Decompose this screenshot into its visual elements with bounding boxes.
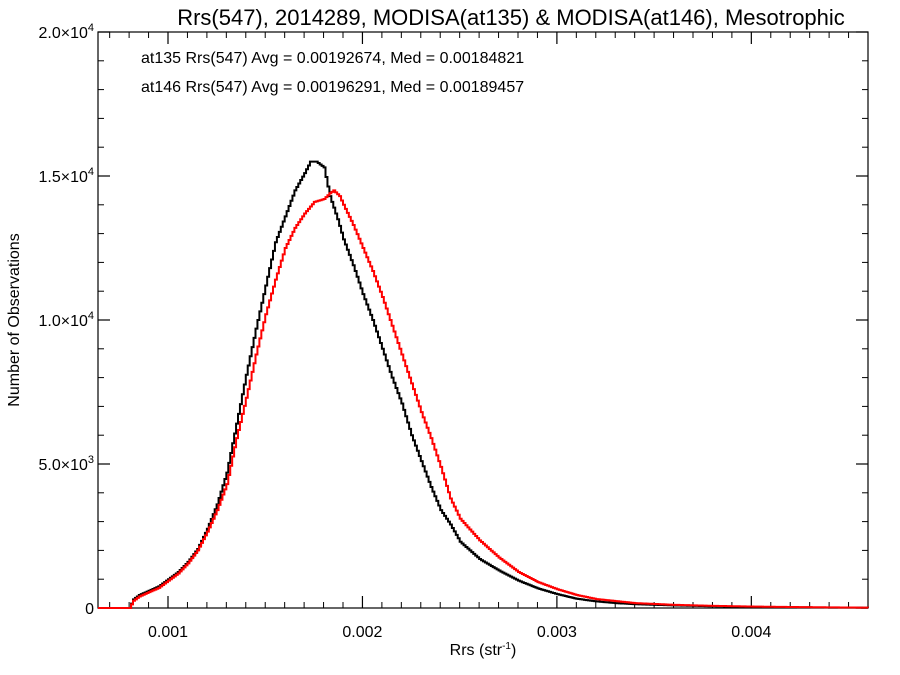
y-tick-label: 2.0×104 bbox=[38, 22, 94, 42]
x-tick-label: 0.003 bbox=[537, 624, 577, 641]
x-tick-label: 0.004 bbox=[731, 624, 771, 641]
y-tick-label: 1.0×104 bbox=[38, 310, 94, 330]
series-at135-line bbox=[98, 160, 869, 609]
y-tick-label: 0 bbox=[85, 601, 94, 618]
y-tick-mantissa: 0 bbox=[85, 601, 94, 618]
annotation-at135: at135 Rrs(547) Avg = 0.00192674, Med = 0… bbox=[141, 50, 524, 67]
x-axis-label: Rrs (str-1) bbox=[450, 641, 517, 659]
y-tick-mantissa: 5.0×10 bbox=[38, 457, 87, 474]
y-axis-label: Number of Observations bbox=[6, 233, 23, 406]
annotation-at146: at146 Rrs(547) Avg = 0.00196291, Med = 0… bbox=[141, 79, 524, 96]
x-axis-label-close: ) bbox=[511, 642, 516, 659]
y-tick-exponent: 4 bbox=[88, 166, 94, 178]
x-tick-label: 0.001 bbox=[148, 624, 188, 641]
series-layer bbox=[98, 160, 869, 609]
y-tick-mantissa: 1.5×10 bbox=[38, 169, 87, 186]
series-at146-line bbox=[98, 189, 869, 609]
x-axis-label-exponent: -1 bbox=[502, 641, 511, 652]
y-tick-label: 1.5×104 bbox=[38, 166, 94, 186]
y-tick-label: 5.0×103 bbox=[38, 454, 94, 474]
x-axis-ticks: 0.001 0.002 0.003 0.004 bbox=[109, 32, 869, 641]
x-tick-label: 0.002 bbox=[342, 624, 382, 641]
x-axis-label-base: Rrs (str bbox=[450, 642, 503, 659]
y-tick-exponent: 4 bbox=[88, 310, 94, 322]
y-tick-mantissa: 2.0×10 bbox=[38, 25, 87, 42]
y-tick-exponent: 3 bbox=[88, 454, 94, 466]
y-tick-exponent: 4 bbox=[88, 22, 94, 34]
y-tick-mantissa: 1.0×10 bbox=[38, 313, 87, 330]
chart-title: Rrs(547), 2014289, MODISA(at135) & MODIS… bbox=[177, 5, 845, 30]
